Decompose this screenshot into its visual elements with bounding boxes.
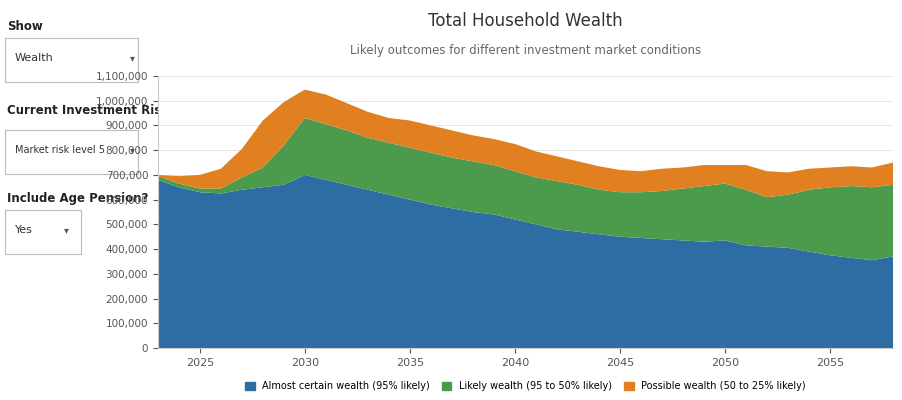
Text: Show: Show [7, 20, 43, 33]
FancyBboxPatch shape [5, 130, 138, 174]
Text: Market risk level 5: Market risk level 5 [15, 145, 105, 155]
Text: Wealth: Wealth [15, 53, 53, 63]
Text: Likely outcomes for different investment market conditions: Likely outcomes for different investment… [350, 44, 701, 57]
Text: Current Investment Risk: Current Investment Risk [7, 104, 170, 117]
Text: ▾: ▾ [64, 225, 69, 235]
Text: ▾: ▾ [130, 145, 134, 155]
Text: Include Age Pension?: Include Age Pension? [7, 192, 149, 205]
Text: Total Household Wealth: Total Household Wealth [428, 12, 622, 30]
Text: Yes: Yes [15, 225, 32, 235]
FancyBboxPatch shape [5, 210, 81, 254]
Legend: Almost certain wealth (95% likely), Likely wealth (95 to 50% likely), Possible w: Almost certain wealth (95% likely), Like… [241, 377, 810, 395]
FancyBboxPatch shape [5, 38, 138, 82]
Text: ▾: ▾ [130, 53, 134, 63]
